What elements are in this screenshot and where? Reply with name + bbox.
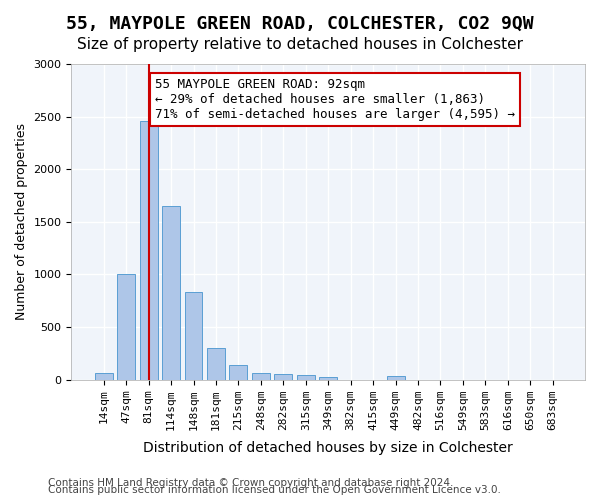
- Bar: [319, 377, 337, 380]
- Bar: [386, 376, 404, 380]
- Bar: [229, 365, 247, 380]
- Text: 55 MAYPOLE GREEN ROAD: 92sqm
← 29% of detached houses are smaller (1,863)
71% of: 55 MAYPOLE GREEN ROAD: 92sqm ← 29% of de…: [155, 78, 515, 120]
- Bar: [297, 376, 315, 380]
- Bar: [117, 274, 135, 380]
- Bar: [185, 292, 202, 380]
- X-axis label: Distribution of detached houses by size in Colchester: Distribution of detached houses by size …: [143, 441, 513, 455]
- Bar: [207, 348, 225, 380]
- Bar: [162, 206, 180, 380]
- Text: Contains public sector information licensed under the Open Government Licence v3: Contains public sector information licen…: [48, 485, 501, 495]
- Bar: [274, 374, 292, 380]
- Bar: [252, 374, 270, 380]
- Y-axis label: Number of detached properties: Number of detached properties: [15, 124, 28, 320]
- Text: Size of property relative to detached houses in Colchester: Size of property relative to detached ho…: [77, 38, 523, 52]
- Text: 55, MAYPOLE GREEN ROAD, COLCHESTER, CO2 9QW: 55, MAYPOLE GREEN ROAD, COLCHESTER, CO2 …: [66, 15, 534, 33]
- Bar: [140, 121, 158, 380]
- Bar: [95, 374, 113, 380]
- Text: Contains HM Land Registry data © Crown copyright and database right 2024.: Contains HM Land Registry data © Crown c…: [48, 478, 454, 488]
